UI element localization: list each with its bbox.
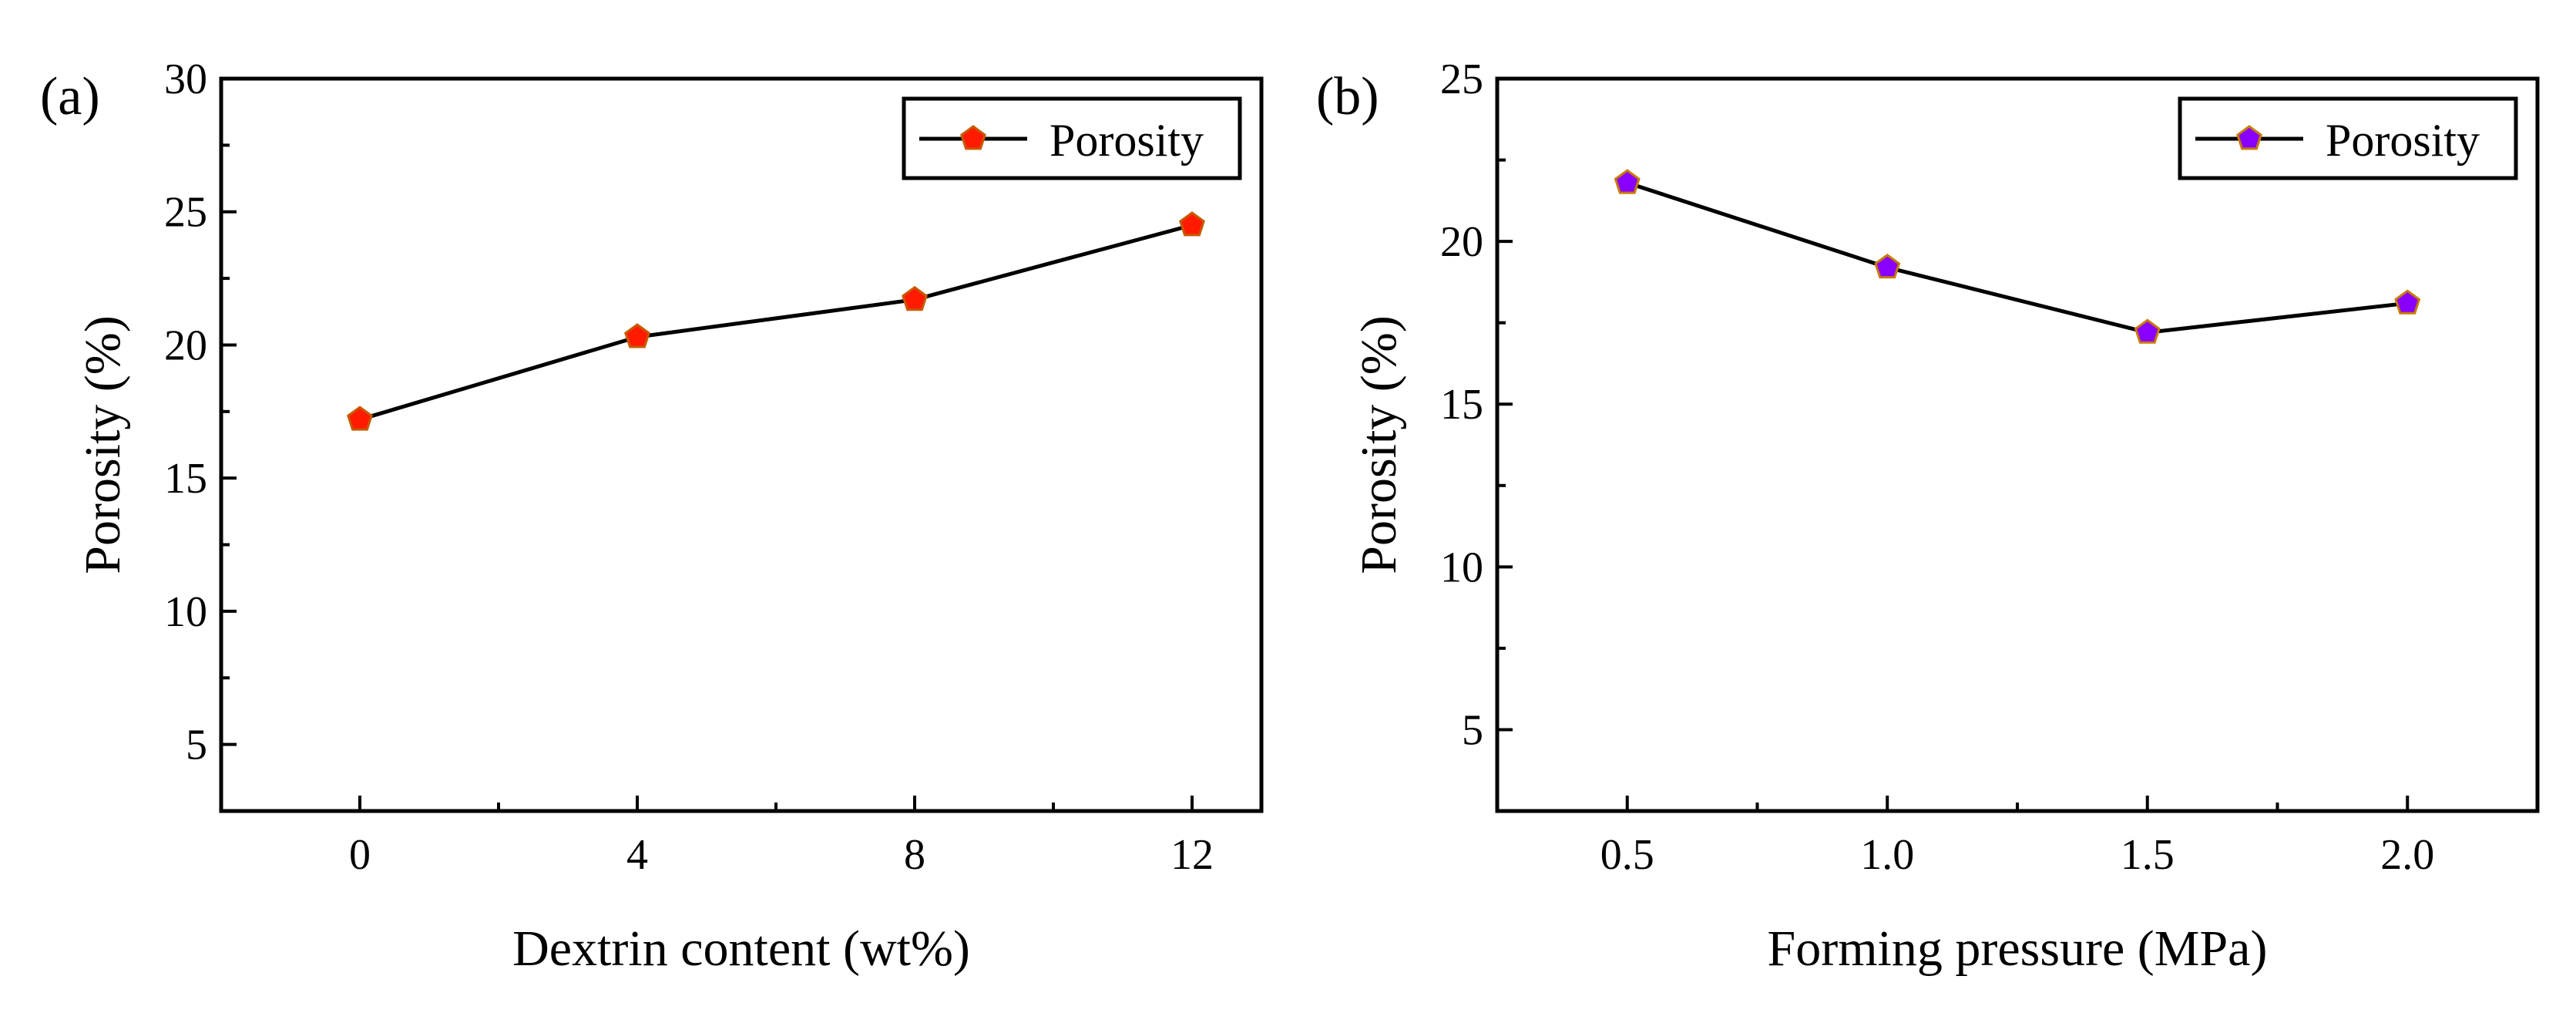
y-tick-label: 20: [1440, 218, 1483, 266]
y-tick-label: 20: [164, 321, 207, 369]
y-tick-label: 30: [164, 56, 207, 103]
x-tick-label: 0.5: [1600, 831, 1654, 879]
panel-a-x-tick-labels: 0 4 8 12: [349, 831, 1214, 879]
y-tick-label: 5: [1462, 706, 1483, 754]
panel-b-label: (b): [1316, 67, 1379, 126]
x-tick-label: 8: [904, 831, 925, 879]
panel-b-series-line: [1627, 180, 2408, 335]
panel-b-y-tick-labels: 5 10 15 20 25: [1440, 56, 1483, 754]
panel-a: (a) 5 10 15 20 25 30 0 4 8 12 Dextrin content (w…: [40, 56, 1264, 977]
panel-a-legend-label: Porosity: [1050, 115, 1204, 166]
panel-b-plot-frame: [1495, 76, 2540, 813]
x-tick-label: 1.5: [2121, 831, 2175, 879]
x-tick-label: 2.0: [2380, 831, 2434, 879]
panel-a-y-axis-title: Porosity (%): [75, 315, 131, 574]
x-tick-label: 12: [1170, 831, 1214, 879]
data-point-marker: [1179, 211, 1205, 237]
panel-a-x-axis-title: Dextrin content (wt%): [512, 920, 970, 977]
panel-a-markers: [347, 211, 1205, 431]
panel-a-plot-frame: [219, 76, 1264, 813]
y-tick-label: 10: [164, 588, 207, 636]
y-tick-label: 15: [1440, 381, 1483, 429]
data-point-marker: [2134, 318, 2161, 344]
y-tick-label: 10: [1440, 544, 1483, 591]
x-tick-label: 0: [349, 831, 371, 879]
panel-a-legend: Porosity: [902, 96, 1242, 180]
x-tick-label: 4: [626, 831, 648, 879]
panel-a-label: (a): [40, 67, 100, 126]
panel-a-y-tick-labels: 5 10 15 20 25 30: [164, 56, 207, 769]
panel-b-legend-marker: [2236, 125, 2262, 150]
panel-a-ticks: [220, 77, 1194, 813]
panel-b-legend: Porosity: [2178, 96, 2518, 180]
y-tick-label: 25: [164, 189, 207, 237]
y-tick-label: 25: [1440, 56, 1483, 103]
panel-a-series-line: [359, 223, 1193, 422]
y-tick-label: 5: [186, 722, 207, 769]
panel-b-ticks: [1496, 77, 2539, 813]
panel-b-x-axis-title: Forming pressure (MPa): [1768, 920, 2268, 977]
data-point-marker: [902, 285, 928, 311]
y-tick-label: 15: [164, 455, 207, 503]
panel-b-y-axis-title: Porosity (%): [1351, 315, 1407, 574]
data-point-marker: [624, 323, 650, 348]
panel-b-x-tick-labels: 0.5 1.0 1.5 2.0: [1600, 831, 2435, 879]
panel-b: (b) 5 10 15 20 25 0.5 1.0 1.5 2.0 Forming press…: [1316, 56, 2540, 977]
data-point-marker: [1874, 254, 1901, 279]
data-point-marker: [2394, 289, 2421, 315]
data-point-marker: [1614, 169, 1641, 194]
panel-b-markers: [1614, 169, 2421, 344]
panel-b-legend-label: Porosity: [2326, 115, 2480, 166]
x-tick-label: 1.0: [1860, 831, 1914, 879]
panel-a-legend-marker: [960, 125, 986, 150]
data-point-marker: [347, 406, 373, 431]
